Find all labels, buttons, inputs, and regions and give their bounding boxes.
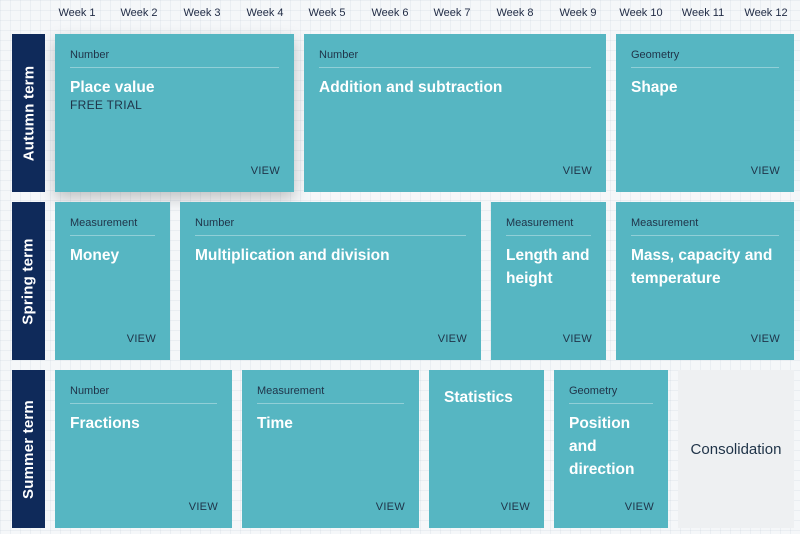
view-link[interactable]: VIEW bbox=[750, 333, 780, 345]
view-link[interactable]: VIEW bbox=[500, 501, 530, 513]
card-category: Measurement bbox=[506, 217, 591, 236]
week-label: Week 4 bbox=[246, 7, 284, 19]
card-title: Multiplication and division bbox=[195, 247, 390, 264]
card-title: Addition and subtraction bbox=[319, 79, 503, 96]
view-link[interactable]: VIEW bbox=[188, 501, 218, 513]
view-link[interactable]: VIEW bbox=[375, 501, 405, 513]
term-label-spring: Spring term bbox=[12, 202, 45, 360]
card-multiplication-division[interactable]: Number Multiplication and division VIEW bbox=[180, 202, 481, 360]
view-link[interactable]: VIEW bbox=[250, 165, 280, 177]
card-category: Number bbox=[195, 217, 466, 236]
card-category: Measurement bbox=[257, 385, 404, 404]
free-trial-badge: FREE TRIAL bbox=[70, 98, 143, 112]
card-category: Number bbox=[70, 385, 217, 404]
week-label: Week 10 bbox=[619, 7, 663, 19]
week-label: Week 5 bbox=[308, 7, 346, 19]
card-title: Shape bbox=[631, 79, 678, 96]
card-title: Length and height bbox=[506, 247, 590, 287]
card-title: Fractions bbox=[70, 415, 140, 432]
week-label: Week 7 bbox=[433, 7, 471, 19]
card-category: Number bbox=[319, 49, 591, 68]
term-label-text: Autumn term bbox=[20, 65, 38, 161]
card-position-direction[interactable]: Geometry Position and direction VIEW bbox=[554, 370, 668, 528]
week-header: Week 1 Week 2 Week 3 Week 4 Week 5 Week … bbox=[0, 0, 800, 28]
view-link[interactable]: VIEW bbox=[126, 333, 156, 345]
week-label: Week 1 bbox=[58, 7, 96, 19]
card-title: Position and direction bbox=[569, 415, 635, 478]
term-label-text: Spring term bbox=[20, 237, 38, 325]
term-label-summer: Summer term bbox=[12, 370, 45, 528]
card-mass-capacity-temperature[interactable]: Measurement Mass, capacity and temperatu… bbox=[616, 202, 794, 360]
card-title: Statistics bbox=[444, 389, 513, 406]
consolidation-block: Consolidation bbox=[678, 370, 794, 528]
card-shape[interactable]: Geometry Shape VIEW bbox=[616, 34, 794, 192]
card-category: Measurement bbox=[70, 217, 155, 236]
week-label: Week 9 bbox=[559, 7, 597, 19]
card-title: Time bbox=[257, 415, 293, 432]
view-link[interactable]: VIEW bbox=[562, 165, 592, 177]
card-money[interactable]: Measurement Money VIEW bbox=[55, 202, 170, 360]
week-label: Week 6 bbox=[371, 7, 409, 19]
card-title: Place value bbox=[70, 79, 155, 96]
term-label-autumn: Autumn term bbox=[12, 34, 45, 192]
view-link[interactable]: VIEW bbox=[562, 333, 592, 345]
card-length-height[interactable]: Measurement Length and height VIEW bbox=[491, 202, 606, 360]
card-title: Money bbox=[70, 247, 120, 264]
view-link[interactable]: VIEW bbox=[750, 165, 780, 177]
view-link[interactable]: VIEW bbox=[624, 501, 654, 513]
card-title: Mass, capacity and temperature bbox=[631, 247, 773, 287]
week-label: Week 3 bbox=[183, 7, 221, 19]
card-category: Geometry bbox=[569, 385, 653, 404]
week-label: Week 2 bbox=[120, 7, 158, 19]
card-time[interactable]: Measurement Time VIEW bbox=[242, 370, 419, 528]
term-label-text: Summer term bbox=[20, 399, 37, 499]
week-label: Week 11 bbox=[681, 7, 725, 19]
card-statistics[interactable]: Statistics VIEW bbox=[429, 370, 544, 528]
card-place-value[interactable]: Number Place value FREE TRIAL VIEW bbox=[55, 34, 294, 192]
view-link[interactable]: VIEW bbox=[437, 333, 467, 345]
week-label: Week 8 bbox=[496, 7, 534, 19]
card-category: Measurement bbox=[631, 217, 779, 236]
card-category: Geometry bbox=[631, 49, 779, 68]
card-fractions[interactable]: Number Fractions VIEW bbox=[55, 370, 232, 528]
week-label: Week 12 bbox=[744, 7, 788, 19]
card-category: Number bbox=[70, 49, 279, 68]
card-addition-subtraction[interactable]: Number Addition and subtraction VIEW bbox=[304, 34, 606, 192]
